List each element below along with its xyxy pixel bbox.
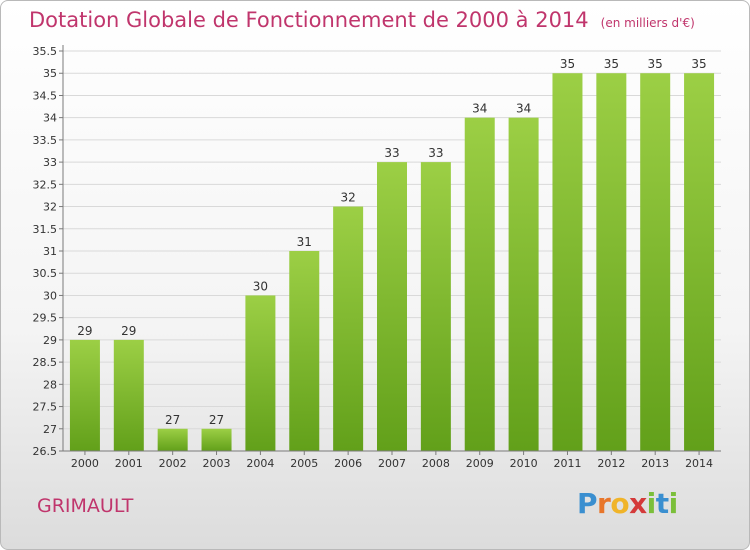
- x-tick-label: 2010: [510, 457, 538, 470]
- y-tick-label: 29.5: [33, 312, 58, 325]
- logo-letter: i: [646, 487, 657, 520]
- logo-letter: t: [655, 487, 669, 520]
- logo-letter: i: [668, 487, 679, 520]
- y-tick-label: 30: [43, 289, 57, 302]
- x-tick-label: 2006: [334, 457, 362, 470]
- bar: [640, 73, 671, 451]
- bar: [113, 339, 144, 451]
- data-label: 33: [428, 146, 443, 160]
- x-tick-label: 2014: [685, 457, 713, 470]
- bar: [552, 73, 583, 451]
- data-label: 35: [648, 57, 663, 71]
- proxiti-logo: Proxiti: [577, 487, 678, 520]
- data-label: 29: [121, 324, 136, 338]
- bar: [69, 339, 100, 451]
- bar: [245, 295, 276, 451]
- unit-note: (en milliers d'€): [600, 16, 695, 30]
- data-label: 35: [604, 57, 619, 71]
- logo-letter: o: [610, 487, 630, 520]
- chart-title-text: Dotation Globale de Fonctionnement de 20…: [29, 8, 589, 32]
- x-tick-label: 2001: [115, 457, 143, 470]
- chart-title: Dotation Globale de Fonctionnement de 20…: [29, 8, 695, 32]
- y-tick-label: 34.5: [33, 89, 58, 102]
- commune-name: GRIMAULT: [37, 495, 134, 517]
- bar: [157, 428, 188, 451]
- bar: [508, 117, 539, 452]
- x-tick-label: 2009: [466, 457, 494, 470]
- data-label: 27: [209, 413, 224, 427]
- data-label: 30: [253, 279, 268, 293]
- x-tick-label: 2007: [378, 457, 406, 470]
- bar: [201, 428, 232, 451]
- data-label: 34: [472, 102, 487, 116]
- y-tick-label: 33: [43, 156, 57, 169]
- y-tick-label: 26.5: [33, 445, 58, 458]
- y-tick-label: 33.5: [33, 134, 58, 147]
- y-tick-label: 32.5: [33, 178, 58, 191]
- data-label: 35: [560, 57, 575, 71]
- y-tick-label: 30.5: [33, 267, 58, 280]
- x-tick-label: 2005: [290, 457, 318, 470]
- x-tick-label: 2000: [71, 457, 99, 470]
- data-label: 31: [297, 235, 312, 249]
- x-tick-label: 2002: [159, 457, 187, 470]
- x-tick-label: 2004: [246, 457, 274, 470]
- bar: [464, 117, 495, 452]
- y-tick-label: 34: [43, 112, 57, 125]
- data-label: 27: [165, 413, 180, 427]
- x-tick-label: 2013: [641, 457, 669, 470]
- data-label: 33: [384, 146, 399, 160]
- y-tick-label: 29: [43, 334, 57, 347]
- bar: [333, 206, 364, 451]
- bar: [684, 73, 715, 451]
- y-tick-label: 35.5: [33, 45, 58, 58]
- x-tick-label: 2008: [422, 457, 450, 470]
- y-tick-label: 28: [43, 378, 57, 391]
- axes: [62, 45, 721, 452]
- bar: [289, 251, 320, 451]
- data-label: 35: [691, 57, 706, 71]
- logo-letter: x: [629, 487, 647, 520]
- y-tick-label: 32: [43, 201, 57, 214]
- data-label: 29: [77, 324, 92, 338]
- bar: [377, 162, 407, 451]
- y-tick-label: 35: [43, 67, 57, 80]
- y-tick-label: 31.5: [33, 223, 58, 236]
- data-label: 34: [516, 102, 531, 116]
- y-axis-ticks: 26.5 27 27.5 28 28.5 29 29.5 30 30.5 31 31.5 32 32.5…: [33, 45, 63, 458]
- x-tick-label: 2011: [553, 457, 581, 470]
- logo-letter: P: [577, 487, 598, 520]
- x-axis-ticks: 2000 2001 2002 2003 2004 2005 2006 2007 2008 2009…: [71, 451, 713, 470]
- x-tick-label: 2003: [203, 457, 231, 470]
- y-tick-label: 28.5: [33, 356, 58, 369]
- data-label: 32: [340, 191, 355, 205]
- bar: [420, 162, 451, 451]
- data-labels: 29 29 27 27 30 31 32 33 33 34 34 35 35 35 35: [77, 57, 706, 427]
- logo-letter: r: [597, 487, 611, 520]
- x-tick-label: 2012: [597, 457, 625, 470]
- bars: [69, 73, 715, 452]
- bar: [596, 73, 627, 451]
- y-tick-label: 27.5: [33, 401, 58, 414]
- y-tick-label: 27: [43, 423, 57, 436]
- y-tick-label: 31: [43, 245, 57, 258]
